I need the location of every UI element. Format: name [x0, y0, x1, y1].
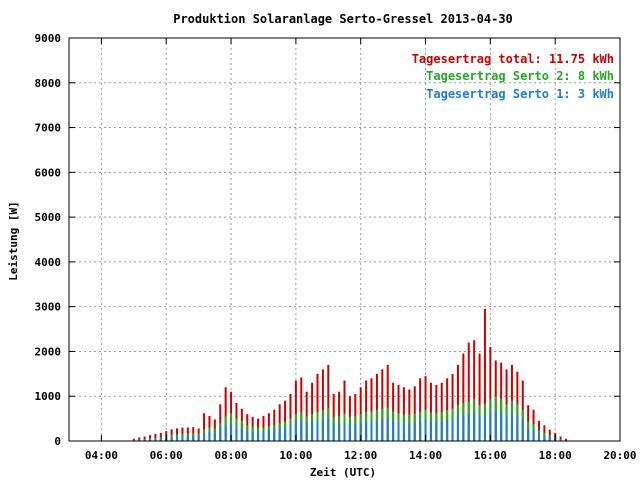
- x-tick-label: 12:00: [344, 449, 377, 462]
- x-tick-label: 14:00: [409, 449, 442, 462]
- y-tick-label: 2000: [35, 345, 62, 358]
- y-tick-label: 8000: [35, 77, 62, 90]
- x-axis-label: Zeit (UTC): [310, 466, 376, 479]
- x-tick-label: 06:00: [150, 449, 183, 462]
- y-tick-label: 4000: [35, 256, 62, 269]
- legend: Tagesertrag total: 11.75 kWh Tagesertrag…: [412, 52, 614, 101]
- y-tick-label: 0: [54, 435, 61, 448]
- legend-entry-serto-2: Tagesertrag Serto 2: 8 kWh: [426, 69, 614, 83]
- x-tick-label: 18:00: [539, 449, 572, 462]
- legend-entry-total: Tagesertrag total: 11.75 kWh: [412, 52, 614, 66]
- ticks: 0 1000 2000 3000 4000 5000 6000 7000 8000 9000 04:…: [35, 32, 637, 462]
- y-tick-label: 1000: [35, 390, 62, 403]
- x-tick-label: 04:00: [85, 449, 118, 462]
- y-tick-label: 9000: [35, 32, 62, 45]
- y-tick-label: 7000: [35, 122, 62, 135]
- x-tick-label: 10:00: [279, 449, 312, 462]
- y-tick-label: 5000: [35, 211, 62, 224]
- x-tick-label: 16:00: [474, 449, 507, 462]
- x-tick-label: 20:00: [603, 449, 636, 462]
- plot-frame: [68, 37, 621, 442]
- x-tick-label: 08:00: [214, 449, 247, 462]
- chart-title: Produktion Solaranlage Serto-Gressel 201…: [173, 12, 513, 26]
- legend-entry-serto-1: Tagesertrag Serto 1: 3 kWh: [426, 87, 614, 101]
- y-tick-label: 3000: [35, 301, 62, 314]
- y-axis-label: Leistung [W]: [7, 201, 20, 280]
- y-tick-label: 6000: [35, 166, 62, 179]
